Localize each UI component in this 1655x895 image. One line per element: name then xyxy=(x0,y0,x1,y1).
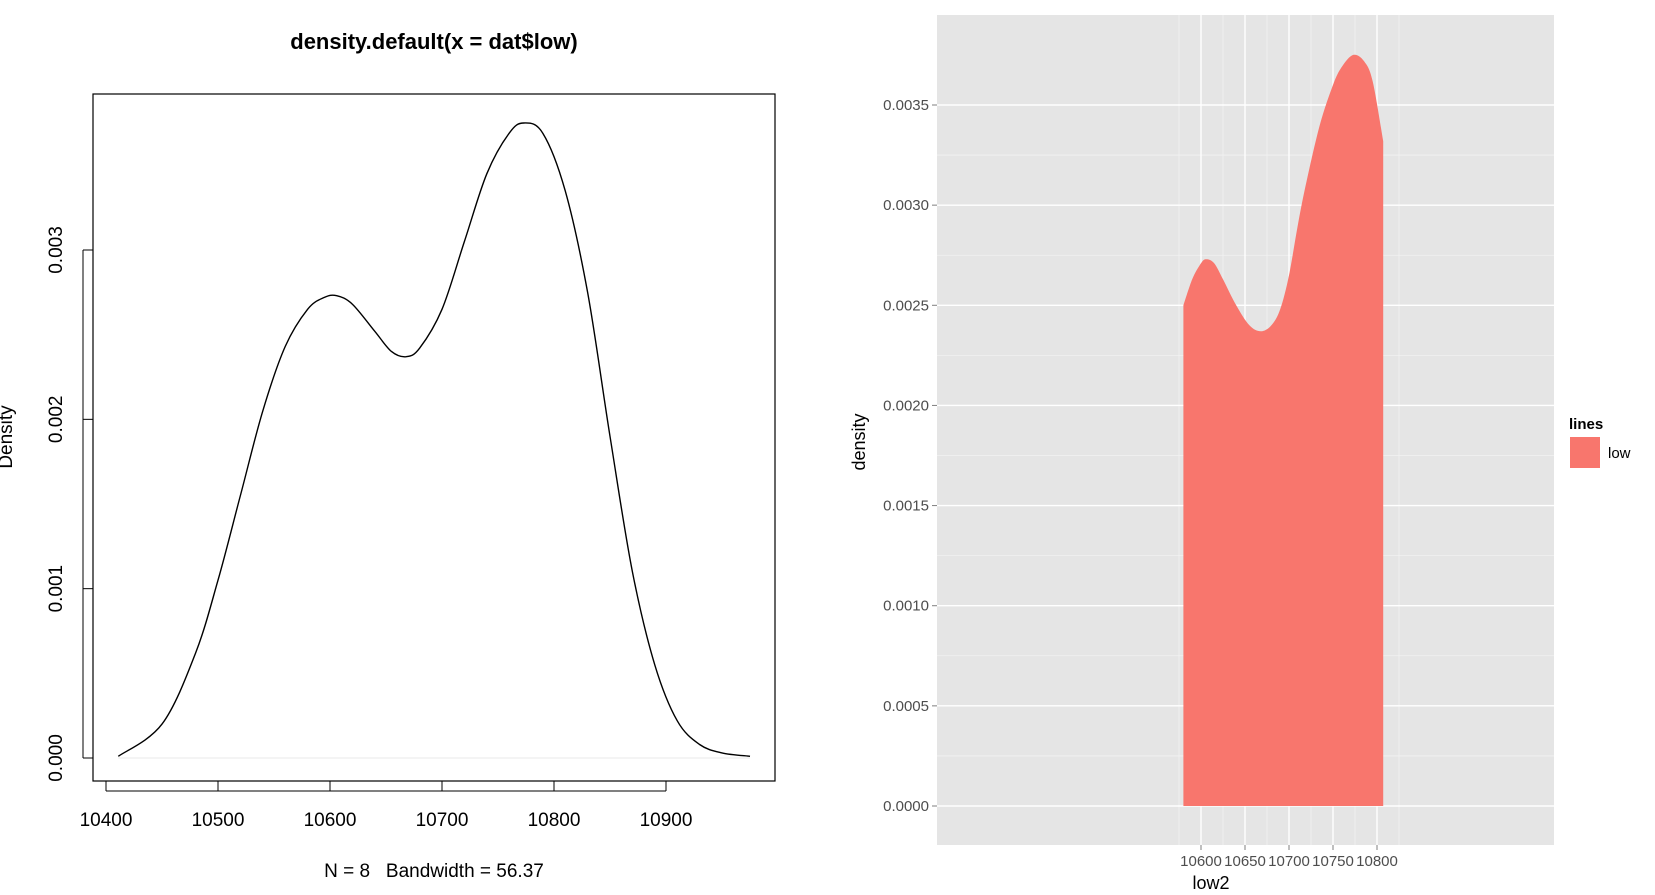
right-y-tick-label: 0.0035 xyxy=(883,97,929,114)
right-x-tick-label: 10700 xyxy=(1268,853,1310,870)
legend: lines low xyxy=(1569,416,1631,468)
left-x-tick-label: 10900 xyxy=(640,810,693,831)
ggplot-density-plot: 10600 10650 10700 10750 10800 0.0000 0.0005 0.… xyxy=(849,15,1631,893)
legend-key-low xyxy=(1570,437,1600,468)
left-x-tick-label: 10800 xyxy=(528,810,581,831)
left-chart-title: density.default(x = dat$low) xyxy=(290,29,577,54)
left-y-tick-label: 0.002 xyxy=(46,396,67,444)
left-y-axis-label: Density xyxy=(0,405,17,469)
right-y-tick-label: 0.0000 xyxy=(883,798,929,815)
right-x-tick-label: 10800 xyxy=(1356,853,1398,870)
right-x-axis-label: low2 xyxy=(1192,873,1229,893)
right-y-tick-label: 0.0030 xyxy=(883,197,929,214)
left-y-tick-label: 0.000 xyxy=(46,734,67,782)
left-x-tick-label: 10600 xyxy=(304,810,357,831)
left-y-tick-label: 0.003 xyxy=(46,226,67,274)
left-x-tick-label: 10400 xyxy=(80,810,133,831)
left-y-tick-label: 0.001 xyxy=(46,565,67,613)
base-density-plot: density.default(x = dat$low) N = 8 Bandw… xyxy=(0,29,776,882)
right-y-tick-label: 0.0025 xyxy=(883,297,929,314)
right-x-tick-label: 10600 xyxy=(1180,853,1222,870)
right-y-tick-label: 0.0015 xyxy=(883,498,929,515)
left-x-tick-label: 10700 xyxy=(416,810,469,831)
right-x-tick-label: 10650 xyxy=(1224,853,1266,870)
left-x-tick-label: 10500 xyxy=(192,810,245,831)
right-x-tick-label: 10750 xyxy=(1312,853,1354,870)
left-x-axis-label: N = 8 Bandwidth = 56.37 xyxy=(324,861,544,882)
right-y-tick-label: 0.0020 xyxy=(883,397,929,414)
left-plot-box xyxy=(92,93,776,782)
right-density-area xyxy=(1183,54,1384,807)
right-y-tick-label: 0.0005 xyxy=(883,698,929,715)
right-y-tick-label: 0.0010 xyxy=(883,598,929,615)
right-y-axis-label: density xyxy=(849,413,869,470)
left-density-line xyxy=(117,122,751,757)
legend-label-low: low xyxy=(1608,445,1631,462)
legend-title: lines xyxy=(1569,416,1603,433)
